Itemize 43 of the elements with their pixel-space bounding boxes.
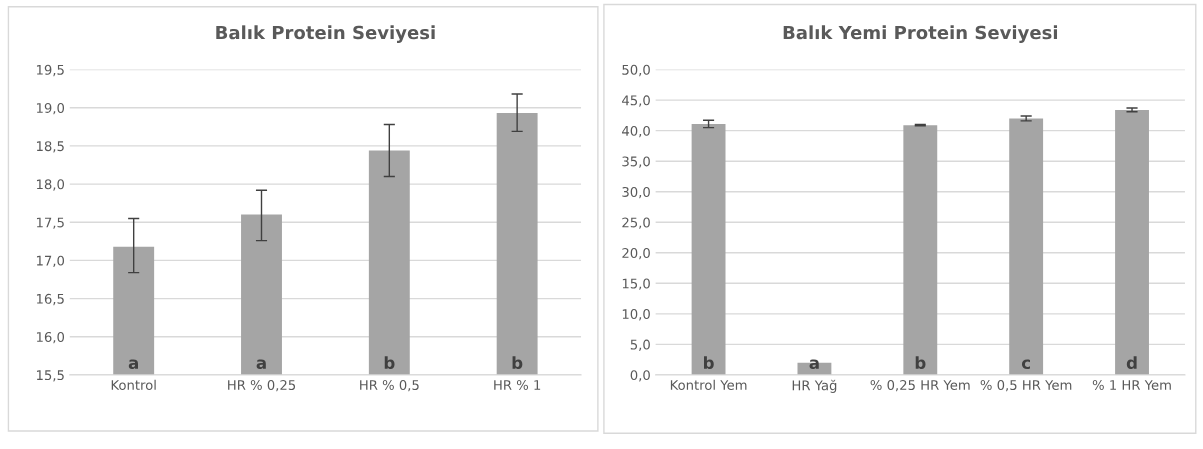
annotation: a bbox=[256, 359, 266, 370]
annotation: b bbox=[704, 356, 714, 370]
y-tick-label: 19,5 bbox=[36, 64, 64, 77]
y-tick-label: 18,5 bbox=[36, 141, 64, 153]
chart-title: Balık Protein Seviyesi bbox=[216, 25, 435, 43]
annotation: d bbox=[1126, 356, 1137, 370]
y-tick-label: 17,0 bbox=[36, 255, 65, 267]
x-tick-label: % 0,25 HR Yem bbox=[870, 380, 970, 392]
x-tick-label: HR % 1 bbox=[494, 380, 541, 390]
y-tick-label: 5,0 bbox=[630, 339, 650, 351]
y-tick-label: 30,0 bbox=[622, 186, 650, 199]
x-tick-label: % 1 HR Yem bbox=[1092, 380, 1171, 390]
y-tick-label: 18,0 bbox=[36, 179, 65, 191]
y-tick-label: 35,0 bbox=[622, 156, 650, 168]
annotation: b bbox=[915, 356, 926, 370]
x-tick-label: HR % 0,25 bbox=[228, 380, 296, 392]
x-tick-label: Kontrol bbox=[111, 379, 156, 390]
y-tick-label: 17,5 bbox=[36, 217, 64, 229]
x-tick-label: % 0,5 HR Yem bbox=[980, 380, 1072, 392]
x-tick-label: HR Yağ bbox=[792, 379, 837, 393]
bar bbox=[691, 123, 726, 375]
bar bbox=[1115, 109, 1149, 375]
annotation: a bbox=[128, 359, 138, 370]
y-tick-label: 10,0 bbox=[622, 309, 650, 321]
annotation: b bbox=[512, 356, 523, 370]
annotation: b bbox=[384, 356, 395, 370]
y-tick-label: 16,5 bbox=[36, 293, 64, 306]
bar bbox=[1009, 118, 1044, 375]
y-tick-label: 19,0 bbox=[36, 102, 65, 115]
x-tick-label: HR % 0,5 bbox=[360, 380, 419, 392]
chart-title: Balık Yemi Protein Seviyesi bbox=[783, 25, 1058, 43]
y-tick-label: 15,5 bbox=[36, 370, 64, 382]
bar bbox=[903, 125, 938, 375]
y-tick-label: 25,0 bbox=[622, 217, 650, 229]
y-tick-label: 50,0 bbox=[622, 64, 650, 77]
y-tick-label: 40,0 bbox=[622, 125, 650, 138]
y-tick-label: 20,0 bbox=[622, 248, 650, 260]
y-tick-label: 45,0 bbox=[622, 95, 650, 107]
annotation: c bbox=[1021, 359, 1030, 370]
y-tick-label: 0,0 bbox=[630, 370, 650, 382]
y-tick-label: 16,0 bbox=[36, 331, 65, 344]
y-tick-label: 15,0 bbox=[622, 278, 650, 290]
x-tick-label: Kontrol Yem bbox=[670, 379, 747, 390]
